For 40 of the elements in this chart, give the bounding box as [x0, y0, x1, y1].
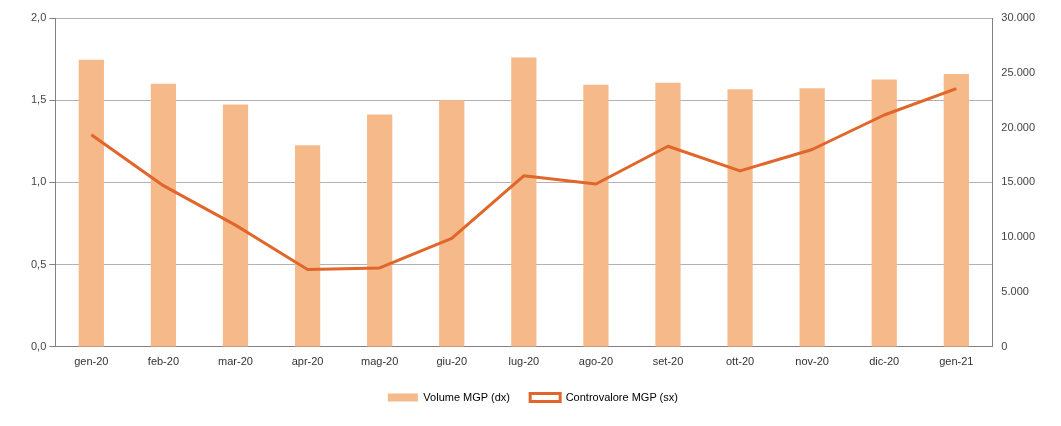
- y-tick-label: 0,5: [30, 257, 47, 270]
- x-tick-label: set-20: [652, 355, 684, 368]
- bar: [294, 145, 321, 347]
- bar: [871, 79, 897, 347]
- x-tick-label: feb-20: [147, 355, 180, 368]
- bar: [799, 88, 825, 347]
- x-tick-label: giu-20: [436, 355, 468, 368]
- y-tick-label: 0,0: [30, 339, 47, 352]
- x-tick-label: gen-21: [939, 355, 974, 368]
- x-tick-label: ott-20: [726, 355, 755, 368]
- bar: [655, 82, 681, 347]
- y-tick-label: 1,5: [30, 93, 47, 106]
- bar: [439, 100, 465, 347]
- y2-tick-label: 20.000: [1001, 120, 1036, 133]
- bar: [943, 73, 969, 347]
- legend-label: Controvalore MGP (sx): [565, 390, 678, 403]
- x-tick-label: ago-20: [578, 355, 614, 368]
- bar: [150, 83, 177, 347]
- x-tick-label: apr-20: [291, 355, 324, 368]
- x-tick-label: nov-20: [795, 355, 829, 368]
- y-tick-label: 2,0: [30, 11, 47, 24]
- y2-tick-label: 10.000: [1001, 230, 1036, 243]
- y2-tick-label: 30.000: [1001, 11, 1036, 24]
- x-tick-label: mar-20: [218, 355, 253, 368]
- x-tick-label: mag-20: [361, 355, 399, 368]
- bar: [78, 59, 104, 347]
- x-tick-label: dic-20: [869, 355, 900, 368]
- y2-tick-label: 25.000: [1001, 65, 1036, 78]
- bar: [222, 104, 249, 347]
- x-tick-label: gen-20: [74, 355, 109, 368]
- x-tick-label: lug-20: [508, 355, 540, 368]
- y2-tick-label: 0: [1001, 339, 1008, 352]
- bar: [583, 84, 609, 347]
- y2-tick-label: 15.000: [1001, 175, 1036, 188]
- bar: [727, 89, 753, 347]
- bar: [367, 114, 393, 347]
- y2-tick-label: 5.000: [1001, 285, 1029, 298]
- legend-label: Volume MGP (dx): [423, 390, 510, 403]
- bar: [511, 57, 537, 347]
- y-tick-label: 1,0: [30, 175, 47, 188]
